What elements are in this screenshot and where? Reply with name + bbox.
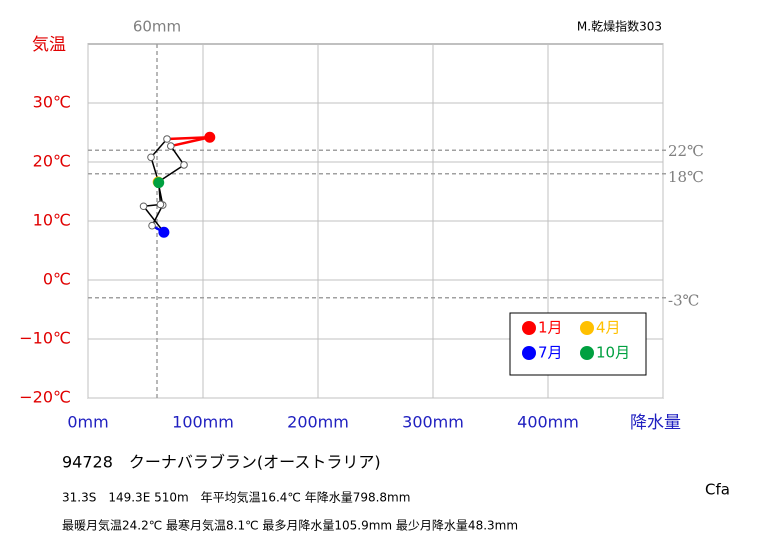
data-point: [180, 161, 188, 169]
reference-label: -3℃: [668, 292, 699, 310]
y-tick-label: 10℃: [33, 211, 71, 230]
data-point: [158, 226, 170, 238]
data-point: [139, 202, 148, 211]
x-tick-label: 100mm: [172, 413, 234, 432]
data-point: [204, 131, 216, 143]
x-axis-label: 降水量: [630, 413, 681, 433]
y-tick-label: −10℃: [19, 329, 71, 348]
reference-label: 22℃: [668, 142, 704, 160]
legend-label: 10月: [596, 344, 630, 362]
x-tick-label: 0mm: [67, 413, 108, 432]
y-tick-label: −20℃: [19, 388, 71, 407]
legend-marker: [580, 346, 594, 360]
legend-label: 1月: [538, 319, 563, 337]
station-info: 31.3S 149.3E 510m 年平均気温16.4℃ 年降水量798.8mm: [62, 490, 410, 505]
station-info: 最暖月気温24.2℃ 最寒月気温8.1℃ 最多月降水量105.9mm 最少月降水…: [62, 518, 518, 533]
x-tick-label: 400mm: [517, 413, 579, 432]
data-point: [153, 177, 165, 189]
legend-marker: [522, 346, 536, 360]
y-tick-label: 0℃: [43, 270, 71, 289]
y-tick-label: 30℃: [33, 93, 71, 112]
data-point: [167, 142, 175, 150]
line-segment: [170, 145, 185, 166]
reference-label: 60mm: [133, 18, 181, 36]
station-name: 94728 クーナバラブラン(オーストラリア): [62, 453, 381, 472]
legend-marker: [580, 321, 594, 335]
legend-label: 7月: [538, 344, 563, 362]
y-axis-label: 気温: [32, 35, 66, 55]
x-tick-label: 300mm: [402, 413, 464, 432]
data-point: [163, 135, 171, 143]
data-point: [156, 200, 165, 209]
reference-label: 18℃: [668, 168, 704, 186]
legend-marker: [522, 321, 536, 335]
legend-label: 4月: [596, 319, 621, 337]
y-tick-label: 20℃: [33, 152, 71, 171]
data-point: [147, 153, 155, 162]
line-segment: [150, 138, 168, 158]
x-tick-label: 200mm: [287, 413, 349, 432]
data-point: [148, 221, 156, 230]
line-segment: [166, 135, 210, 141]
climate-class: Cfa: [705, 481, 730, 499]
chart-title: M.乾燥指数303: [577, 19, 662, 34]
line-segment: [151, 204, 164, 227]
